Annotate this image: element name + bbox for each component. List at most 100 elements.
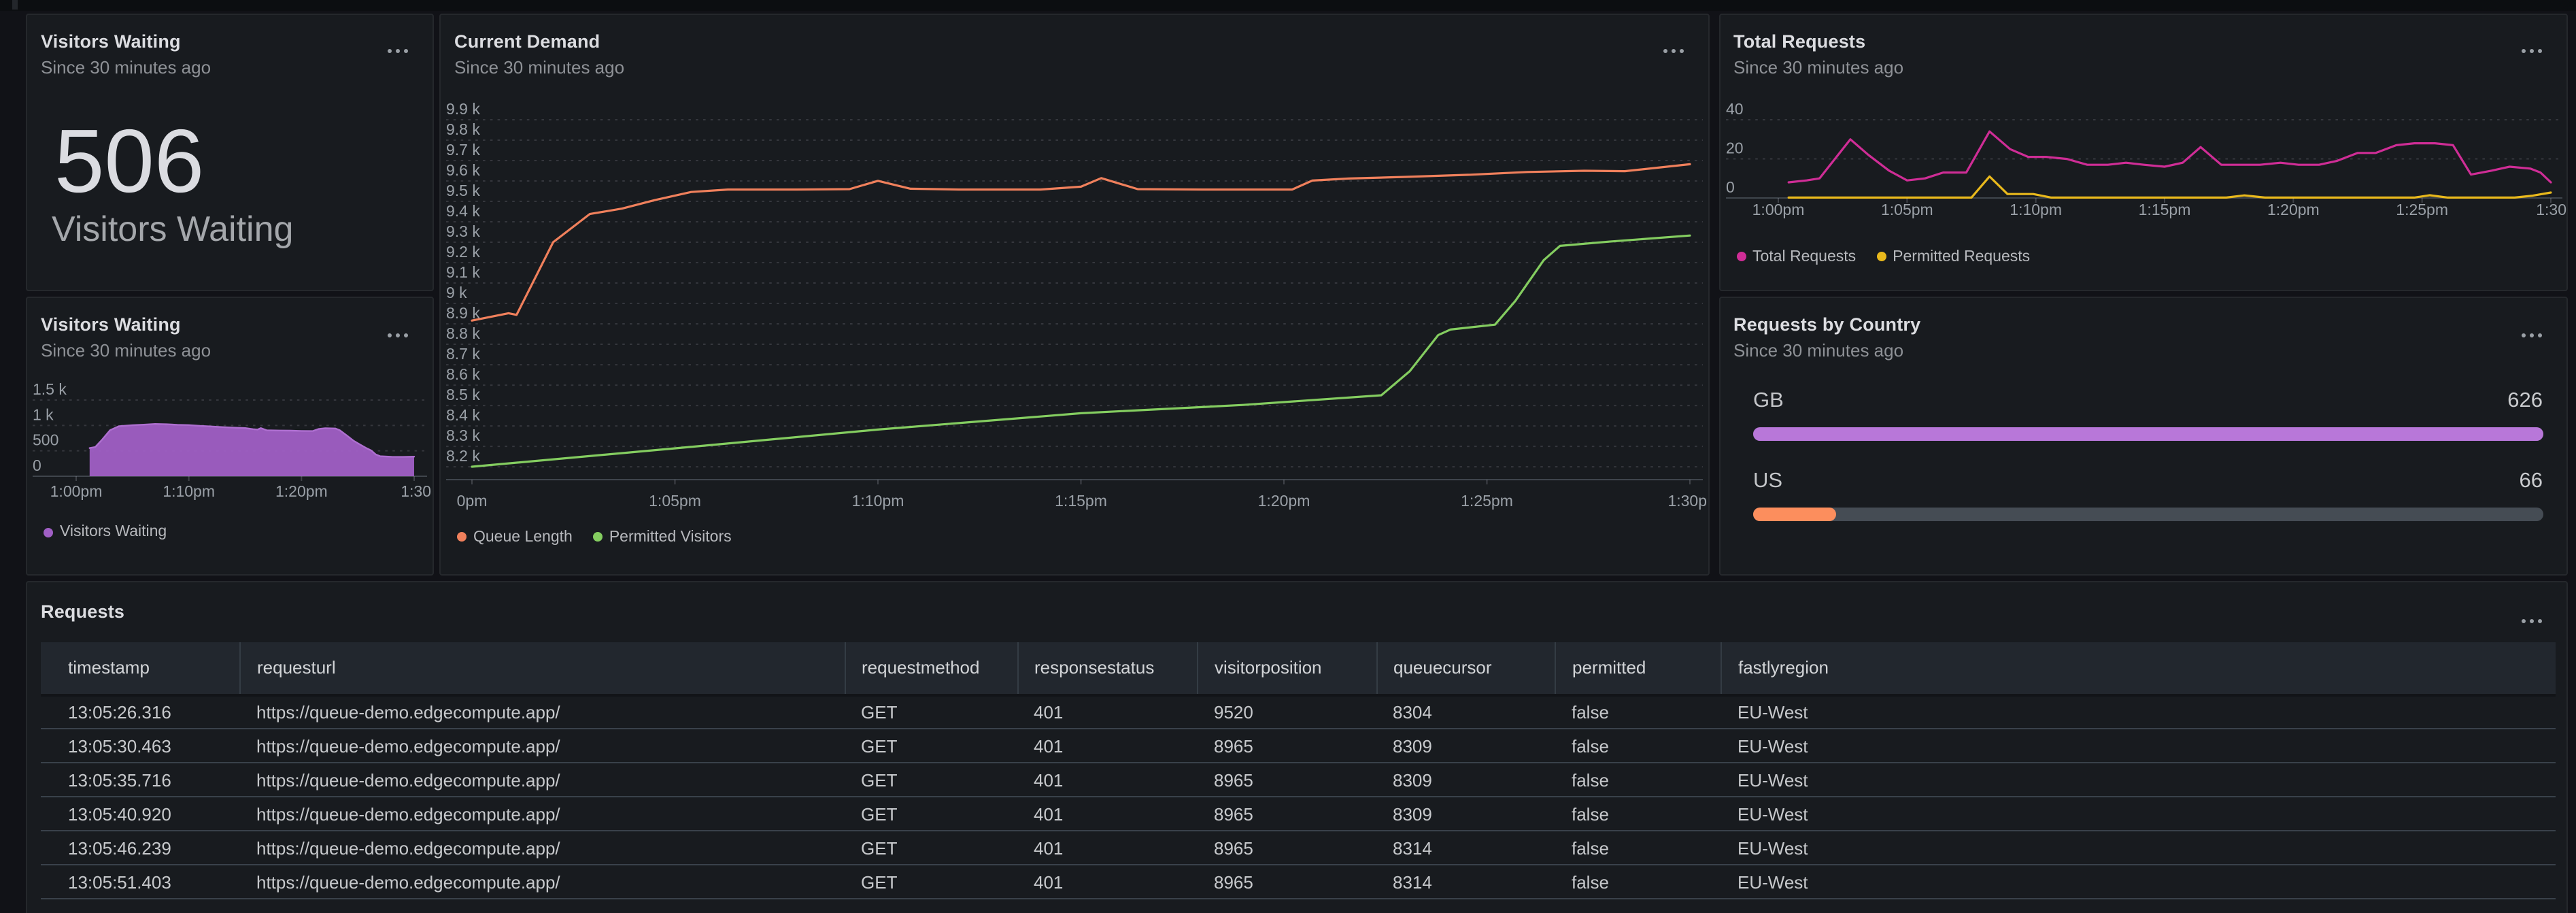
panel-menu-icon[interactable]	[2522, 617, 2542, 625]
column-header-permitted[interactable]: permitted	[1555, 642, 1721, 696]
table-row: 13:05:26.316 https://queue-demo.edgecompu…	[41, 695, 2556, 729]
chart-legend: Visitors Waiting	[44, 524, 422, 540]
table-cell: 401	[1017, 797, 1198, 831]
svg-text:1:30p: 1:30p	[1667, 491, 1707, 509]
svg-text:9.1 k: 9.1 k	[446, 263, 480, 280]
table-cell: https://queue-demo.edgecompute.app/	[240, 831, 845, 865]
legend-color-dot	[44, 527, 53, 537]
table-cell: GET	[845, 729, 1017, 763]
stat-label: Visitors Waiting	[52, 208, 294, 248]
panel-title: Visitors Waiting	[41, 31, 181, 51]
table-cell: 13:05:26.316	[41, 695, 240, 729]
current-demand-chart[interactable]: 9.9 k 9.8 k 9.7 k 9.6 k 9.5 k 9.4 k 9.3 k 9.2 k…	[441, 96, 1708, 520]
table-cell: 8309	[1376, 763, 1555, 797]
legend-item[interactable]: Total Requests	[1736, 248, 1856, 265]
panel-menu-icon[interactable]	[2522, 47, 2542, 55]
svg-text:1:10pm: 1:10pm	[163, 482, 215, 500]
column-header-queuecursor[interactable]: queuecursor	[1376, 642, 1555, 696]
visitors-waiting-stat-panel: Visitors Waiting Since 30 minutes ago 50…	[26, 13, 434, 291]
column-header-visitorposition[interactable]: visitorposition	[1197, 642, 1376, 696]
table-cell: 401	[1017, 865, 1198, 899]
panel-header: Visitors Waiting Since 30 minutes ago	[41, 314, 378, 361]
column-header-requestmethod[interactable]: requestmethod	[844, 642, 1017, 696]
panel-subtitle: Since 30 minutes ago	[41, 56, 211, 77]
table-cell: false	[1555, 729, 1721, 763]
country-bar-gauge: GB 626 US 66	[1753, 388, 2543, 548]
column-header-timestamp[interactable]: timestamp	[41, 642, 240, 696]
panel-subtitle: Since 30 minutes ago	[41, 340, 211, 361]
svg-text:1:20pm: 1:20pm	[275, 482, 328, 500]
table-cell: https://queue-demo.edgecompute.app/	[240, 797, 845, 831]
requests-table: timestamp requesturl requestmethod response…	[41, 642, 2556, 899]
legend-color-dot	[592, 532, 603, 542]
visitors-waiting-chart[interactable]: 1.5 k 1 k 500 0 1:00pm 1:10pm 1:20pm 1:30	[27, 374, 433, 510]
table-cell: https://queue-demo.edgecompute.app/	[240, 695, 845, 729]
svg-text:9.3 k: 9.3 k	[446, 222, 480, 239]
panel-subtitle: Since 30 minutes ago	[454, 56, 625, 77]
table-cell: EU-West	[1721, 797, 2556, 831]
svg-text:1:25pm: 1:25pm	[1461, 491, 1513, 509]
panel-subtitle: Since 30 minutes ago	[1733, 56, 1904, 77]
gauge-value: 626	[2507, 389, 2543, 412]
svg-text:8.2 k: 8.2 k	[446, 446, 480, 464]
column-header-fastlyregion[interactable]: fastlyregion	[1721, 642, 2556, 696]
panel-header: Requests	[41, 601, 2512, 621]
svg-text:40: 40	[1725, 99, 1743, 117]
column-header-responsestatus[interactable]: responsestatus	[1017, 642, 1198, 696]
table-cell: 8965	[1198, 729, 1376, 763]
svg-text:9.7 k: 9.7 k	[446, 140, 480, 158]
panel-menu-icon[interactable]	[388, 47, 408, 55]
stat-value: 506	[54, 110, 205, 210]
panel-title: Requests by Country	[1733, 314, 1921, 335]
legend-label[interactable]: Permitted Requests	[1893, 248, 2031, 265]
panel-menu-icon[interactable]	[388, 331, 408, 339]
table-row: 13:05:30.463 https://queue-demo.edgecompu…	[41, 729, 2556, 763]
svg-text:0: 0	[33, 456, 41, 474]
table-cell: 8314	[1376, 831, 1555, 865]
svg-text:1:00pm: 1:00pm	[1752, 200, 1804, 218]
table-cell: false	[1555, 797, 1721, 831]
table-row: 13:05:35.716 https://queue-demo.edgecompu…	[41, 763, 2556, 797]
svg-text:8.7 k: 8.7 k	[446, 344, 480, 362]
legend-item[interactable]: Queue Length	[457, 529, 573, 545]
panel-menu-icon[interactable]	[1663, 47, 1683, 55]
column-header-requesturl[interactable]: requesturl	[239, 642, 845, 696]
table-cell: 8965	[1198, 797, 1376, 831]
gauge-track	[1753, 427, 2543, 441]
svg-text:0pm: 0pm	[457, 491, 488, 509]
svg-text:8.6 k: 8.6 k	[446, 365, 480, 382]
legend-label[interactable]: Visitors Waiting	[60, 524, 167, 540]
svg-text:0: 0	[1725, 178, 1734, 195]
legend-label[interactable]: Total Requests	[1752, 248, 1857, 265]
table-row: 13:05:46.239 https://queue-demo.edgecompu…	[41, 831, 2556, 865]
legend-item[interactable]: Permitted Requests	[1876, 248, 2030, 265]
table-cell: EU-West	[1721, 763, 2556, 797]
svg-text:1:15pm: 1:15pm	[2138, 200, 2190, 218]
table-cell: GET	[845, 797, 1017, 831]
table-cell: false	[1555, 831, 1721, 865]
table-header-row: timestamp requesturl requestmethod response…	[41, 642, 2556, 696]
legend-item[interactable]: Permitted Visitors	[592, 529, 732, 545]
svg-text:1:20pm: 1:20pm	[2267, 200, 2319, 218]
table-cell: 13:05:30.463	[41, 729, 240, 763]
svg-text:9.6 k: 9.6 k	[446, 161, 480, 178]
panel-header: Total Requests Since 30 minutes ago	[1733, 31, 2512, 77]
table-cell: false	[1555, 695, 1721, 729]
legend-color-dot	[1736, 252, 1746, 261]
table-cell: 8965	[1198, 831, 1376, 865]
legend-color-dot	[1876, 252, 1886, 261]
total-requests-chart[interactable]: 40 20 0 1:00pm 1:05pm 1:10pm 1:15pm 1:20pm 1:25p…	[1720, 93, 2566, 218]
table-cell: 8965	[1198, 763, 1376, 797]
svg-text:1:05pm: 1:05pm	[649, 491, 701, 509]
legend-label[interactable]: Queue Length	[473, 529, 573, 545]
svg-text:1:00pm: 1:00pm	[50, 482, 103, 500]
table-cell: 401	[1017, 729, 1198, 763]
table-cell: GET	[845, 763, 1017, 797]
legend-label[interactable]: Permitted Visitors	[609, 529, 732, 545]
table-cell: 401	[1017, 763, 1198, 797]
table-row: 13:05:40.920 https://queue-demo.edgecompu…	[41, 797, 2556, 831]
panel-menu-icon[interactable]	[2522, 331, 2542, 339]
legend-item[interactable]: Visitors Waiting	[44, 524, 167, 540]
table-cell: 8314	[1376, 865, 1555, 899]
